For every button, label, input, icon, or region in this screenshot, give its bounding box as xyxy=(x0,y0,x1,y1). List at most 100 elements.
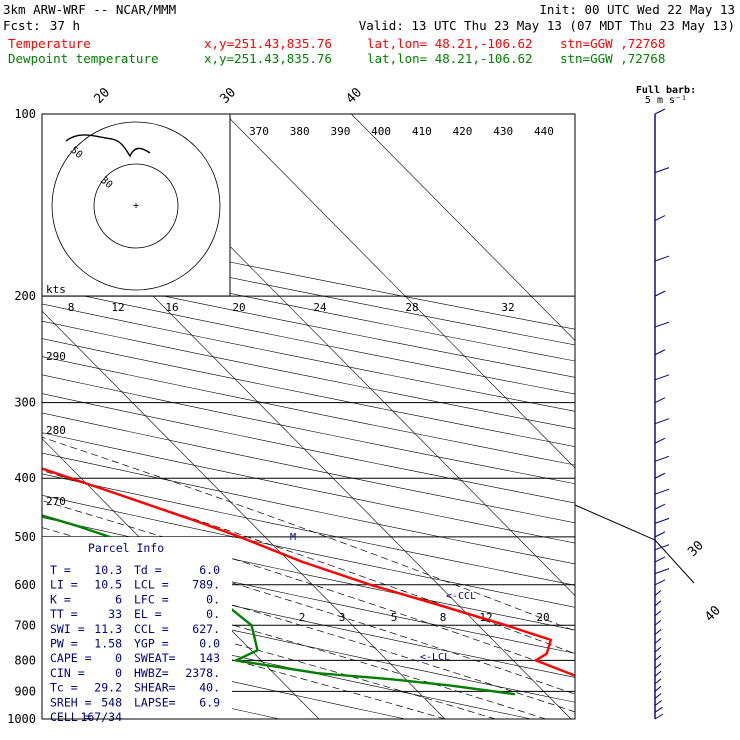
wind-barb xyxy=(654,713,664,720)
parcel-info-key: Td = xyxy=(134,563,162,577)
dry-adiabat-line xyxy=(42,286,575,395)
parcel-info-key: EL = xyxy=(134,607,162,621)
wind-barb xyxy=(654,646,662,653)
parcel-info-key: SREH = xyxy=(50,695,92,709)
parcel-info-value: 0 xyxy=(115,651,122,665)
parcel-info-value: 11.3 xyxy=(94,622,122,636)
isotherm-tick-label: 40 xyxy=(702,603,724,625)
wind-barb xyxy=(654,321,670,328)
wind-barb xyxy=(654,167,670,174)
parcel-info-value: 1.58 xyxy=(94,637,122,651)
wind-barb xyxy=(654,374,670,381)
parcel-info-key: K = xyxy=(50,592,71,606)
parcel-info-value: 2378. xyxy=(185,666,220,680)
pressure-tick-label: 200 xyxy=(14,289,36,303)
parcel-info-key: T = xyxy=(50,563,71,577)
wind-barb xyxy=(654,693,662,699)
pressure-tick-label: 100 xyxy=(14,107,36,121)
wind-barb xyxy=(654,488,670,495)
dry-adiabat-line xyxy=(42,303,575,412)
parcel-info-key: LI = xyxy=(50,578,78,592)
wind-frame-edge xyxy=(574,504,695,584)
wind-barb xyxy=(654,590,662,596)
wind-barb xyxy=(654,663,662,669)
isotherm-line xyxy=(42,310,446,719)
dewpoint-xy: x,y=251.43,835.76 xyxy=(204,51,332,66)
pressure-tick-label: 600 xyxy=(14,578,36,592)
dry-adiabat-line xyxy=(42,270,575,378)
fcst-label: Fcst: xyxy=(3,18,41,33)
parcel-info-panel: Parcel Info T = 10.3 Td = 6.0 LI = 10.5 LCL = 7… xyxy=(42,537,232,724)
moist-adiabat-line xyxy=(42,527,575,695)
pressure-tick-label: 700 xyxy=(14,618,36,632)
mixing-ratio-tick-label: 28 xyxy=(405,301,418,314)
parcel-info-key: LCL = xyxy=(134,578,169,592)
wind-barb xyxy=(654,418,670,425)
parcel-info-value: 167/34 xyxy=(80,710,122,724)
parcel-info-value: 0 xyxy=(115,666,122,680)
wind-barb xyxy=(654,472,666,479)
moist-adiabat-line xyxy=(42,470,575,654)
wind-barb xyxy=(654,437,666,444)
wind-barb xyxy=(654,290,666,297)
isotherm-tick-label: 40 xyxy=(343,85,365,107)
dewpoint-legend-label: Dewpoint temperature xyxy=(8,51,159,66)
wind-barb xyxy=(654,397,666,404)
dry-adiabat-line xyxy=(42,587,575,703)
temperature-xy: x,y=251.43,835.76 xyxy=(204,36,332,51)
dry-adiabat-line xyxy=(42,338,575,447)
wind-barb xyxy=(654,503,666,510)
parcel-info-key: TT = xyxy=(50,607,78,621)
parcel-info-key: LAPSE= xyxy=(134,695,176,709)
wind-barb xyxy=(654,531,666,538)
plot-frame xyxy=(41,113,576,720)
hodograph-units: kts xyxy=(46,283,66,296)
theta-tick-label: 430 xyxy=(493,125,513,138)
dry-adiabat-line xyxy=(42,517,575,631)
pressure-tick-label: 400 xyxy=(14,471,36,485)
moist-adiabat-line xyxy=(42,436,575,632)
parcel-info-value: 40. xyxy=(199,681,220,695)
parcel-info-key: CCL = xyxy=(134,622,169,636)
wind-barb xyxy=(654,619,662,626)
fcst-value: 37 h xyxy=(50,18,80,33)
isotherm-line xyxy=(225,114,575,469)
mixing-ratio-tick-label: 20 xyxy=(536,611,549,624)
mixing-ratio-tick-label: 3 xyxy=(339,611,346,624)
theta-tick-label: 290 xyxy=(46,350,66,363)
wind-barb xyxy=(654,568,670,575)
mixing-ratio-tick-label: 12 xyxy=(111,301,124,314)
mixing-ratio-tick-label: 8 xyxy=(68,301,75,314)
wind-barb xyxy=(654,255,670,262)
parcel-info-value: 0. xyxy=(206,592,220,606)
wind-barb xyxy=(654,685,662,692)
parcel-info-key: SWEAT= xyxy=(134,651,176,665)
parcel-info-key: PW = xyxy=(50,637,78,651)
parcel-info-key: HWBZ= xyxy=(134,666,169,680)
hodograph-center-mark: + xyxy=(133,201,139,212)
barb-legend-title: Full barb: xyxy=(636,85,696,96)
parcel-info-value: 10.5 xyxy=(94,578,122,592)
dry-adiabat-line xyxy=(42,452,575,565)
hodograph: + 50 30 kts xyxy=(41,113,231,297)
parcel-info-key: YGP = xyxy=(134,637,169,651)
parcel-info-value: 33 xyxy=(108,607,122,621)
lcl-marker: <-LCL xyxy=(420,652,450,663)
wind-profile: 30 40 xyxy=(574,108,724,720)
wind-barb xyxy=(654,349,666,356)
wind-barb xyxy=(654,556,666,563)
pressure-tick-label: 300 xyxy=(14,396,36,410)
parcel-info-value: 627. xyxy=(192,622,220,636)
parcel-info-key: Tc = xyxy=(50,681,78,695)
mixing-ratio-tick-label: 5 xyxy=(391,611,398,624)
dry-adiabat-line xyxy=(42,473,575,586)
temperature-station: stn=GGW ,72768 xyxy=(560,36,665,51)
wind-barb xyxy=(654,706,663,713)
cloud-marker: M xyxy=(290,532,296,543)
moist-adiabat-line xyxy=(42,609,446,719)
theta-tick-label: 370 xyxy=(249,125,269,138)
isotherm-line xyxy=(351,114,575,341)
mixing-ratio-tick-label: 16 xyxy=(165,301,178,314)
mixing-ratio-tick-label: 8 xyxy=(440,611,447,624)
dry-adiabat-line xyxy=(42,320,575,430)
